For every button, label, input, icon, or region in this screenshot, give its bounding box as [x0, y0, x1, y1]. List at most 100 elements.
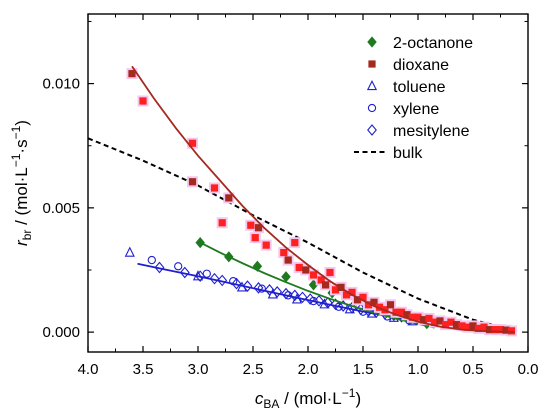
legend-label: bulk	[393, 145, 423, 162]
data-point	[139, 97, 147, 105]
data-point	[353, 296, 362, 304]
data-point	[480, 323, 488, 331]
y-axis-label-group: rbr / (mol·L−1·s−1)	[9, 120, 34, 246]
data-point	[124, 246, 135, 257]
data-point	[403, 311, 411, 319]
data-point	[469, 322, 477, 330]
x-tick-label: 3.0	[188, 361, 209, 378]
data-point	[386, 301, 395, 309]
fit-line-2-octanone	[197, 240, 435, 329]
data-point	[247, 221, 255, 229]
data-point	[331, 286, 340, 294]
data-point	[425, 314, 433, 323]
y-tick-label: 0.005	[42, 200, 80, 217]
data-point	[291, 239, 299, 247]
legend-label: dioxane	[393, 57, 449, 74]
legend-item: dioxane	[368, 57, 449, 74]
data-point	[326, 268, 334, 277]
data-point	[272, 286, 283, 298]
x-axis-label: cBA / (mol·L−1)	[255, 386, 361, 411]
legend: 2-octanone dioxane toluene xylene mesitylene…	[354, 35, 473, 162]
plot-inner	[88, 65, 518, 337]
legend-label: toluene	[393, 79, 446, 96]
data-point	[359, 293, 367, 301]
data-point	[295, 263, 303, 272]
data-point	[202, 269, 211, 278]
legend-item: 2-octanone	[367, 35, 473, 52]
legend-swatch	[366, 79, 378, 91]
data-point	[364, 301, 373, 309]
x-tick-label: 0.5	[463, 361, 484, 378]
data-point	[179, 266, 190, 279]
data-point	[209, 272, 220, 285]
data-point	[496, 326, 505, 334]
data-point	[217, 274, 228, 287]
data-point	[348, 288, 356, 296]
x-axis-label-main: c	[255, 389, 264, 408]
data-point	[419, 316, 428, 324]
data-point	[397, 308, 406, 316]
series-bulk	[88, 137, 518, 333]
series-dioxane	[126, 65, 517, 337]
data-point	[342, 291, 351, 299]
data-point	[297, 291, 308, 304]
legend-swatch	[367, 124, 377, 136]
y-tick-label: 0.010	[42, 76, 80, 93]
x-axis-label-unit-sup: −1	[342, 386, 356, 400]
data-point	[317, 276, 325, 284]
legend-item: xylene	[367, 101, 439, 118]
data-point	[262, 241, 270, 249]
data-point	[452, 321, 461, 329]
x-tick-label: 1.0	[408, 361, 429, 378]
data-point	[253, 282, 264, 294]
fit-line-dioxane	[131, 65, 515, 333]
legend-item: mesitylene	[367, 123, 470, 140]
x-tick-label: 3.5	[133, 361, 154, 378]
plot-area	[88, 65, 518, 337]
y-axis-label-unit-sup2: −1	[9, 125, 23, 139]
data-point	[218, 219, 226, 227]
data-point	[210, 184, 219, 192]
legend-swatch	[368, 60, 376, 68]
y-axis-label-unit: / (mol·L	[12, 167, 31, 229]
data-point	[447, 318, 455, 326]
data-point	[188, 139, 197, 147]
y-axis-label-unit-sup1: −1	[9, 153, 23, 167]
data-point	[414, 313, 422, 321]
y-axis-label-unit-mid: ·s	[12, 139, 31, 153]
data-point	[225, 194, 233, 202]
data-point	[147, 255, 156, 265]
x-axis-label-unit: / (mol·L	[279, 389, 341, 408]
legend-label: 2-octanone	[393, 35, 473, 52]
legend-label: xylene	[393, 101, 439, 118]
legend-swatch	[367, 36, 377, 48]
data-point	[370, 298, 378, 306]
data-point	[436, 317, 444, 325]
axis-ticks: 4.0 3.5 3.0 2.5 2.0 1.5 1.0 0.5 0.0 0.000 0.005 0.0…	[42, 14, 538, 378]
data-point	[188, 178, 197, 186]
data-point	[251, 234, 259, 242]
data-point	[491, 326, 499, 334]
y-axis-label-main: r	[12, 239, 31, 246]
y-tick-label: 0.000	[42, 324, 80, 341]
x-tick-label: 0.0	[518, 361, 539, 378]
data-point	[507, 327, 516, 335]
data-point	[408, 313, 417, 321]
y-axis-label: rbr / (mol·L−1·s−1)	[9, 120, 34, 246]
data-point	[242, 280, 253, 292]
data-point	[430, 318, 439, 326]
x-tick-label: 2.0	[298, 361, 319, 378]
legend-label: mesitylene	[393, 123, 470, 140]
data-point	[302, 266, 310, 274]
data-point	[264, 284, 275, 296]
y-axis-label-close: )	[12, 120, 31, 126]
series-line-bulk	[88, 137, 518, 333]
x-axis-label-close: )	[355, 389, 361, 408]
data-point	[392, 308, 400, 316]
x-tick-label: 4.0	[78, 361, 99, 378]
legend-swatch	[367, 103, 377, 113]
x-tick-label: 1.5	[353, 361, 374, 378]
x-tick-label: 2.5	[243, 361, 264, 378]
y-axis-label-sub: br	[20, 230, 34, 241]
